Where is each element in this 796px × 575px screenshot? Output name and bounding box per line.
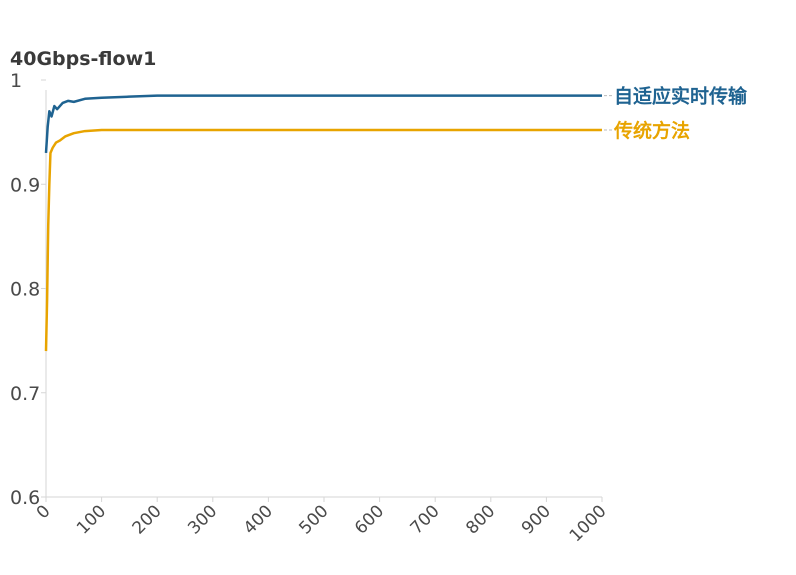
series-layer xyxy=(44,94,602,352)
x-tick-label: 0 xyxy=(33,501,55,523)
x-tick-label: 900 xyxy=(518,501,555,538)
x-tick-label: 100 xyxy=(73,501,110,538)
x-tick-label: 700 xyxy=(407,501,444,538)
y-tick-label: 1 xyxy=(10,70,22,92)
series-line-2 xyxy=(44,128,602,352)
y-tick-label: 0.6 xyxy=(10,487,40,509)
y-tick-label: 0.7 xyxy=(10,383,40,405)
y-tick-label: 0.9 xyxy=(10,174,40,196)
x-tick-label: 1000 xyxy=(566,501,611,546)
series-line-1 xyxy=(44,94,602,154)
legend-label: 传统方法 xyxy=(613,119,690,142)
x-tick-label: 500 xyxy=(295,501,332,538)
x-tick-label: 800 xyxy=(462,501,499,538)
axes: 0.6 0.7 0.8 0.9 1 0 100 200 300 400 500 600 700 800 90… xyxy=(10,70,611,546)
x-tick-label: 600 xyxy=(351,501,388,538)
x-tick-label: 400 xyxy=(240,501,277,538)
x-tick-label: 200 xyxy=(129,501,166,538)
y-tick-label: 0.8 xyxy=(10,279,40,301)
chart-title: 40Gbps-flow1 xyxy=(10,48,156,70)
legend-label: 自适应实时传输 xyxy=(614,85,748,108)
x-tick-label: 300 xyxy=(184,501,221,538)
